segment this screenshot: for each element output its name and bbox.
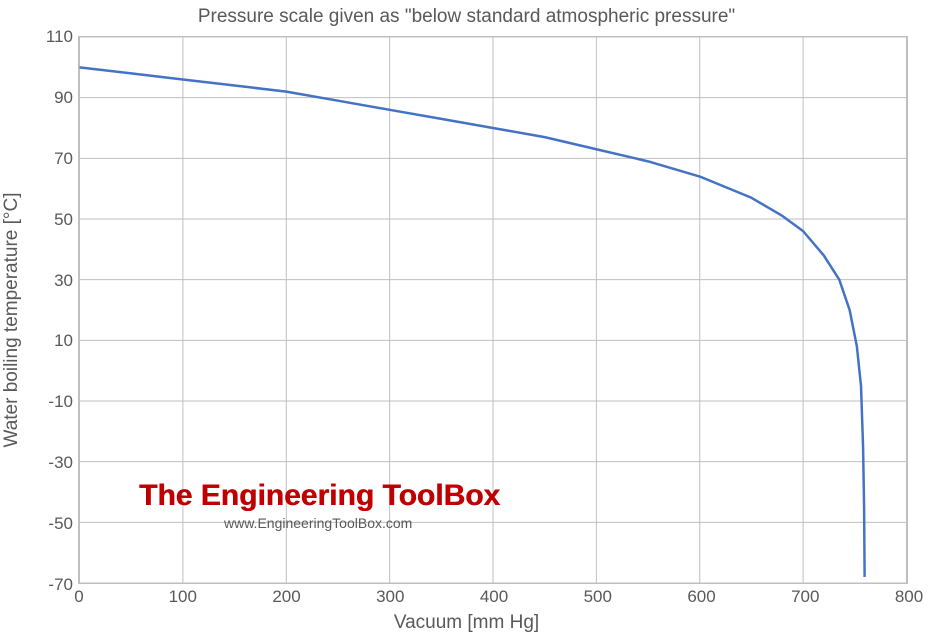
y-tick-label: -50: [48, 514, 79, 534]
chart-title: Pressure scale given as "below standard …: [0, 6, 933, 28]
y-tick-label: 50: [54, 210, 79, 230]
x-tick-label: 100: [169, 583, 197, 607]
x-tick-label: 700: [791, 583, 819, 607]
x-tick-label: 800: [895, 583, 923, 607]
y-tick-label: -10: [48, 392, 79, 412]
watermark-text: The Engineering ToolBox: [139, 479, 500, 513]
x-tick-label: 200: [272, 583, 300, 607]
y-tick-label: 30: [54, 271, 79, 291]
chart-container: Pressure scale given as "below standard …: [0, 0, 933, 640]
y-axis-label: Water boiling temperature [°C]: [1, 192, 23, 447]
x-tick-label: 500: [584, 583, 612, 607]
x-axis-label: Vacuum [mm Hg]: [0, 612, 933, 634]
y-tick-label: -30: [48, 453, 79, 473]
y-tick-label: 110: [46, 27, 79, 47]
x-tick-label: 300: [376, 583, 404, 607]
x-tick-label: 600: [687, 583, 715, 607]
plot-area: The Engineering ToolBox www.EngineeringT…: [78, 36, 908, 584]
watermark-subtext: www.EngineeringToolBox.com: [224, 515, 412, 531]
y-tick-label: 10: [54, 331, 79, 351]
y-tick-label: 90: [54, 88, 79, 108]
y-tick-label: 70: [54, 149, 79, 169]
x-tick-label: 400: [480, 583, 508, 607]
y-tick-label: -70: [48, 575, 79, 595]
